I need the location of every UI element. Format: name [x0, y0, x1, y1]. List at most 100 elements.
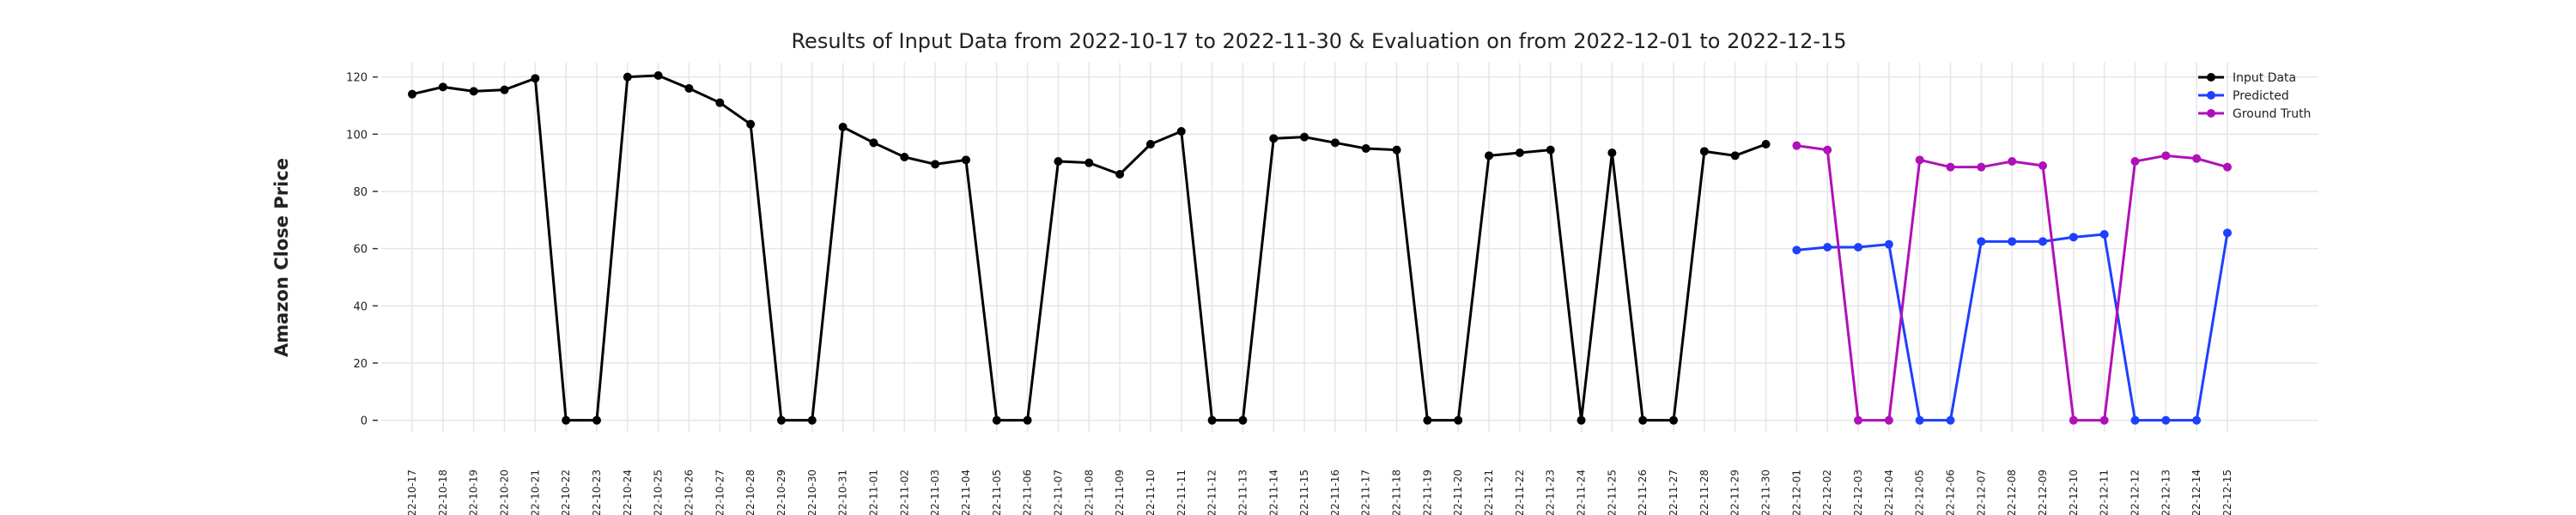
x-tick-label: 2022-10-30: [806, 470, 818, 515]
data-point: [1330, 138, 1340, 148]
x-tick-label: 2022-11-26: [1637, 470, 1649, 515]
data-point: [1577, 415, 1586, 425]
data-point: [2008, 157, 2017, 166]
data-point: [1176, 127, 1186, 136]
data-point: [1977, 237, 1986, 246]
data-point: [2130, 157, 2140, 166]
data-point: [2161, 415, 2171, 425]
x-tick-label: 2022-11-06: [1022, 470, 1034, 515]
data-point: [1823, 243, 1832, 251]
data-point: [746, 119, 756, 129]
x-tick-label: 2022-12-08: [2006, 470, 2018, 515]
data-point: [1699, 147, 1709, 156]
data-point: [2192, 154, 2202, 163]
x-tick-label: 2022-10-18: [437, 470, 449, 515]
x-tick-label: 2022-11-30: [1760, 470, 1772, 515]
data-point: [1454, 415, 1463, 425]
data-point: [1884, 239, 1893, 249]
data-point: [2223, 228, 2232, 238]
data-point: [1915, 155, 1924, 165]
x-tick-label: 2022-11-29: [1729, 470, 1741, 515]
x-tick-label: 2022-11-16: [1329, 470, 1341, 515]
x-tick-label: 2022-11-04: [960, 470, 972, 515]
x-tick-label: 2022-10-27: [714, 470, 726, 515]
data-point: [715, 98, 725, 107]
x-tick-label: 2022-11-10: [1145, 470, 1157, 515]
x-tick-label: 2022-11-24: [1576, 470, 1588, 515]
data-point: [1238, 415, 1248, 425]
x-tick-label: 2022-12-05: [1914, 470, 1926, 515]
x-tick-label: 2022-10-23: [591, 470, 603, 515]
x-tick-label: 2022-10-31: [837, 470, 849, 515]
legend-marker: [2207, 91, 2215, 100]
x-tick-label: 2022-11-17: [1360, 470, 1372, 515]
data-point: [869, 138, 878, 148]
x-tick-label: 2022-10-20: [498, 470, 510, 515]
data-point: [2069, 415, 2078, 425]
data-point: [1884, 415, 1893, 425]
x-tick-label: 2022-11-05: [991, 470, 1003, 515]
data-point: [1207, 415, 1217, 425]
data-point: [1915, 415, 1924, 425]
legend-label: Input Data: [2233, 71, 2296, 85]
x-tick-label: 2022-11-22: [1514, 470, 1526, 515]
data-point: [992, 415, 1001, 425]
data-point: [1792, 141, 1801, 150]
x-tick-label: 2022-10-28: [744, 470, 756, 515]
data-point: [1823, 145, 1832, 154]
x-tick-label: 2022-11-21: [1483, 470, 1495, 515]
data-point: [1946, 162, 1955, 172]
legend-marker: [2207, 73, 2215, 82]
x-tick-label: 2022-11-11: [1176, 470, 1188, 515]
legend-label: Ground Truth: [2233, 107, 2311, 121]
x-tick-label: 2022-12-01: [1790, 470, 1802, 515]
data-point: [653, 71, 663, 80]
x-tick-label: 2022-12-10: [2068, 470, 2080, 515]
data-point: [1669, 415, 1679, 425]
y-tick-label: 100: [346, 129, 368, 142]
data-point: [1115, 170, 1125, 179]
data-point: [500, 85, 509, 94]
data-point: [2038, 237, 2048, 246]
x-tick-label: 2022-12-13: [2160, 470, 2172, 515]
x-tick-label: 2022-11-20: [1452, 470, 1464, 515]
data-point: [1546, 145, 1555, 154]
x-tick-label: 2022-11-23: [1545, 470, 1557, 515]
data-point: [623, 72, 632, 82]
y-tick-label: 40: [353, 300, 368, 313]
data-point: [1084, 158, 1094, 167]
data-point: [531, 74, 540, 83]
data-point: [1761, 140, 1771, 148]
x-tick-label: 2022-12-14: [2190, 470, 2202, 515]
x-tick-label: 2022-11-01: [867, 470, 879, 515]
y-tick-label: 0: [361, 415, 368, 428]
legend-marker: [2207, 109, 2215, 118]
x-tick-label: 2022-12-12: [2129, 470, 2142, 515]
data-point: [1423, 415, 1432, 425]
x-tick-label: 2022-11-28: [1698, 470, 1710, 515]
x-tick-label: 2022-11-18: [1391, 470, 1403, 515]
x-tick-label: 2022-12-04: [1883, 470, 1895, 515]
y-tick-label: 80: [353, 186, 368, 199]
y-tick-label: 120: [346, 72, 368, 85]
x-tick-label: 2022-11-09: [1114, 470, 1126, 515]
y-axis-label: Amazon Close Price: [271, 158, 292, 357]
x-tick-label: 2022-12-11: [2099, 470, 2111, 515]
data-point: [1145, 140, 1155, 148]
data-point: [2130, 415, 2140, 425]
data-point: [961, 155, 970, 165]
data-point: [408, 89, 416, 99]
data-point: [1023, 415, 1032, 425]
x-tick-label: 2022-11-13: [1236, 470, 1249, 515]
x-tick-label: 2022-10-22: [560, 470, 572, 515]
y-tick-label: 60: [353, 244, 368, 257]
data-point: [1946, 415, 1955, 425]
data-point: [900, 153, 909, 161]
data-point: [776, 415, 786, 425]
x-tick-label: 2022-11-25: [1606, 470, 1618, 515]
x-tick-label: 2022-11-12: [1206, 470, 1218, 515]
x-tick-label: 2022-12-09: [2037, 470, 2049, 515]
data-point: [592, 415, 601, 425]
x-tick-label: 2022-11-08: [1083, 470, 1095, 515]
